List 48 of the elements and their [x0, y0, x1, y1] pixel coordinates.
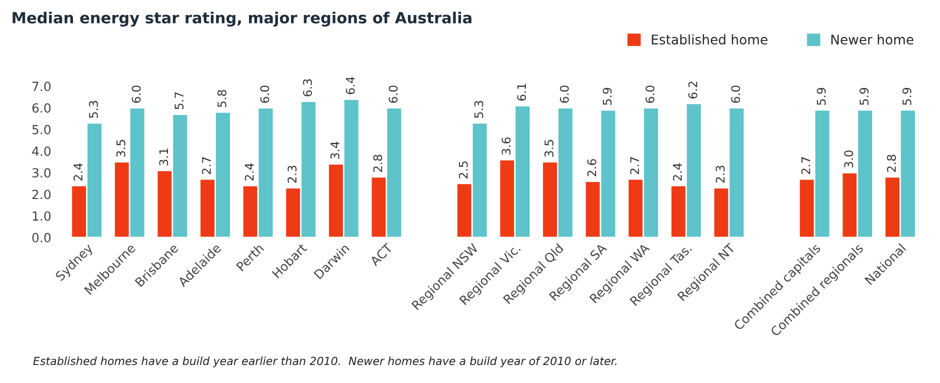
y-tick-label: 4.0 [32, 146, 51, 156]
data-label: 3.0 [844, 150, 854, 168]
data-label: 3.1 [159, 148, 168, 166]
y-tick-label: 2.0 [32, 190, 51, 200]
data-label: 5.9 [816, 88, 826, 105]
data-label: 3.6 [502, 137, 511, 155]
legend-label: Newer home [831, 34, 914, 45]
data-label: 5.9 [860, 88, 869, 105]
data-label: 6.3 [303, 79, 312, 96]
text: Established homes have a build year earlier than 2010. Newer homes have a build year of 2010 or later. [33, 356, 616, 368]
data-label: 6.0 [646, 86, 654, 103]
data-label: 3.4 [330, 142, 340, 159]
data-label: 2.4 [244, 163, 254, 181]
data-label: 6.1 [517, 84, 526, 101]
data-label: 5.8 [217, 90, 226, 108]
data-label: 2.8 [373, 154, 382, 172]
data-label: 2.5 [458, 162, 468, 178]
data-label: 2.7 [630, 157, 639, 174]
data-label: 2.7 [801, 157, 810, 174]
data-label: 2.6 [587, 159, 596, 176]
data-label: 5.3 [88, 100, 98, 118]
data-label: 5.7 [174, 92, 184, 110]
data-label: 6.0 [560, 86, 569, 103]
y-tick-label: 0.0 [32, 232, 51, 242]
data-label: 2.3 [716, 166, 725, 183]
data-label: 3.5 [544, 140, 554, 157]
data-label: 2.7 [202, 157, 211, 174]
chart-title: Median energy star rating, major regions of Australia [12, 12, 472, 27]
data-label: 2.8 [887, 154, 896, 172]
data-label: 6.0 [260, 86, 270, 103]
data-label: 2.3 [288, 166, 297, 183]
data-label: 5.3 [474, 100, 484, 118]
data-label: 2.4 [74, 163, 82, 181]
data-label: 6.0 [132, 86, 141, 103]
data-label: 6.2 [688, 82, 698, 98]
data-label: 5.9 [602, 88, 612, 105]
data-label: 6.0 [388, 86, 398, 103]
y-tick-label: 3.0 [32, 168, 51, 178]
y-tick-label: 5.0 [32, 124, 51, 134]
data-label: 5.9 [902, 88, 912, 105]
data-label: 3.5 [116, 140, 126, 157]
data-label: 6.0 [731, 86, 740, 103]
y-tick-label: 7.0 [32, 82, 51, 92]
data-label: 2.4 [672, 163, 682, 181]
y-tick-label: 1.0 [32, 211, 51, 221]
data-label: 6.4 [346, 76, 355, 94]
y-tick-label: 6.0 [32, 103, 51, 113]
legend-label: Established home [652, 34, 768, 45]
